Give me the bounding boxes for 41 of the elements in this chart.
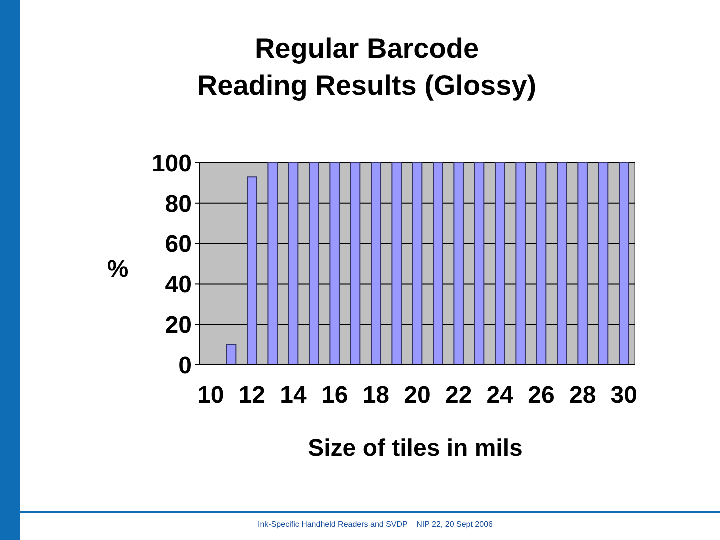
- x-axis-title: Size of tiles in mils: [308, 435, 523, 462]
- y-tick-label: 100: [152, 150, 192, 178]
- bar: [226, 344, 237, 366]
- x-tick-label: 16: [321, 382, 348, 409]
- bar: [516, 162, 526, 366]
- x-tick-label: 14: [280, 382, 308, 409]
- bar: [598, 162, 609, 366]
- chart-title: Regular Barcode Reading Results (Glossy): [197, 33, 537, 101]
- bar: [433, 162, 444, 366]
- bar: [330, 162, 340, 366]
- bar: [371, 162, 382, 366]
- bar: [309, 162, 320, 366]
- bar: [495, 162, 506, 366]
- bar: [619, 162, 630, 366]
- bar: [350, 162, 361, 366]
- bar: [268, 162, 278, 366]
- x-tick-label: 20: [404, 382, 431, 409]
- y-tick-label: 60: [165, 231, 192, 258]
- y-tick-label: 20: [165, 312, 192, 339]
- x-tick-label: 22: [445, 382, 472, 409]
- bar: [247, 176, 258, 366]
- bar: [536, 162, 547, 366]
- bar: [392, 162, 402, 366]
- x-tick-label: 10: [198, 382, 224, 409]
- x-tick-label: 26: [528, 382, 555, 409]
- x-tick-label: 18: [362, 382, 390, 409]
- y-tick-label: 40: [165, 272, 192, 299]
- bar: [412, 162, 423, 366]
- bar: [474, 162, 485, 366]
- bar: [288, 162, 299, 366]
- x-tick-label: 30: [610, 382, 638, 409]
- bar: [557, 162, 568, 366]
- y-tick-label: 0: [178, 352, 192, 380]
- y-tick-label: 80: [165, 190, 192, 218]
- text: Ink-Specific Handheld Readers and SVDP NIP 22, 20 Sept 2006: [258, 520, 494, 529]
- y-axis-title: %: [107, 256, 129, 283]
- x-tick-label: 12: [238, 382, 266, 409]
- x-tick-label: 28: [569, 382, 596, 409]
- x-tick-label: 24: [486, 382, 514, 409]
- bar: [578, 162, 588, 366]
- bar: [454, 162, 464, 366]
